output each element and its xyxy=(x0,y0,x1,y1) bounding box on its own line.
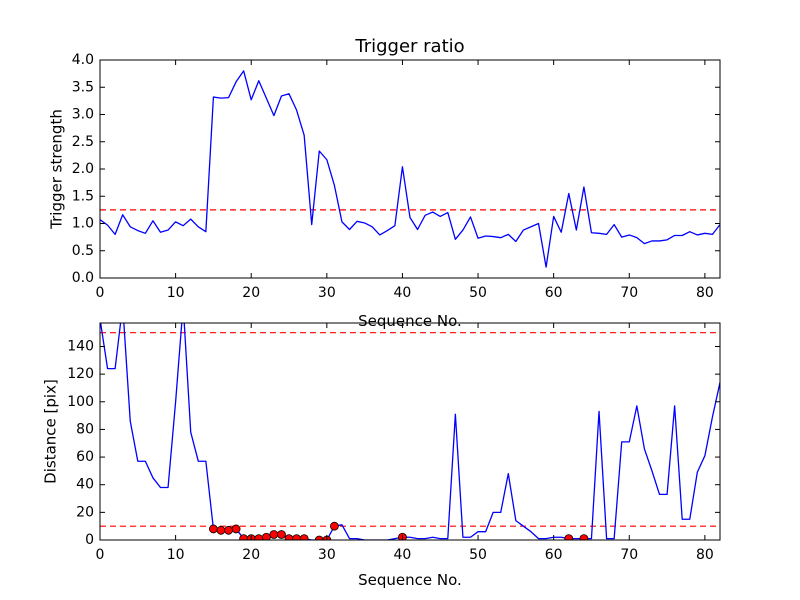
plot-area: 0 10 20 30 40 50 60 70 80 0 20 40 60 80 100 120 140 xyxy=(67,322,721,563)
data-point-marker xyxy=(329,521,339,531)
data-point-marker xyxy=(269,530,279,539)
y-tick-label: 0 xyxy=(85,532,94,548)
x-axis-title: Sequence No. xyxy=(358,312,462,330)
y-tick-label: 2.0 xyxy=(72,161,94,177)
y-tick-label: 40 xyxy=(76,477,94,493)
x-tick-label: 60 xyxy=(545,547,563,563)
data-point-marker xyxy=(314,535,324,540)
x-tick-label: 0 xyxy=(96,285,105,301)
data-point-marker xyxy=(564,534,574,540)
y-tick-label: 120 xyxy=(67,366,94,382)
x-axis-title: Sequence No. xyxy=(358,571,462,589)
data-point-marker xyxy=(261,532,271,540)
y-tick-label: 3.0 xyxy=(72,107,94,123)
y-tick-label: 3.5 xyxy=(72,79,94,95)
y-tick-label: 100 xyxy=(67,394,94,410)
x-tick-label: 10 xyxy=(167,285,185,301)
data-point-marker xyxy=(277,530,286,539)
x-tick-label: 10 xyxy=(167,547,185,563)
data-point-marker xyxy=(224,525,233,535)
data-point-marker xyxy=(231,524,241,534)
data-point-marker xyxy=(579,534,589,540)
data-point-marker xyxy=(209,524,218,534)
data-point-marker xyxy=(216,525,226,535)
y-tick-label: 1.5 xyxy=(72,188,94,204)
x-tick-label: 80 xyxy=(696,285,714,301)
x-tick-label: 70 xyxy=(620,547,638,563)
data-point-marker xyxy=(299,534,309,540)
plot-area: 0 10 20 30 40 50 60 70 80 0.0 0.5 1.0 1.5 2.0 2.5 3.0 3.… xyxy=(72,52,721,301)
y-tick-label: 0.0 xyxy=(72,270,94,286)
x-tick-label: 50 xyxy=(469,285,487,301)
plot-content xyxy=(100,323,720,540)
x-tick-label: 80 xyxy=(696,547,714,563)
trigger-ratio-plot: Trigger ratio Sequence No. Trigger stren… xyxy=(48,36,721,330)
y-tick-label: 0.5 xyxy=(72,243,94,259)
y-tick-label: 60 xyxy=(76,449,94,465)
y-tick-label: 4.0 xyxy=(72,52,94,68)
y-tick-label: 20 xyxy=(76,504,94,520)
x-tick-label: 30 xyxy=(318,285,336,301)
y-tick-label: 140 xyxy=(67,338,94,354)
x-tick-label: 50 xyxy=(469,547,487,563)
series-line xyxy=(100,70,720,268)
x-tick-label: 20 xyxy=(242,547,260,563)
plot-content xyxy=(100,70,720,268)
x-tick-label: 30 xyxy=(318,547,336,563)
x-tick-label: 40 xyxy=(394,547,412,563)
x-tick-label: 40 xyxy=(394,285,412,301)
axes-frame xyxy=(99,322,721,541)
y-axis-title: Distance [pix] xyxy=(42,379,60,484)
y-tick-label: 80 xyxy=(76,421,94,437)
x-tick-label: 20 xyxy=(242,285,260,301)
x-tick-label: 60 xyxy=(545,285,563,301)
series-line xyxy=(100,323,720,540)
chart-title: Trigger ratio xyxy=(354,36,464,57)
y-tick-label: 2.5 xyxy=(72,134,94,150)
y-tick-label: 1.0 xyxy=(72,216,94,232)
y-axis-title: Trigger strength xyxy=(48,109,66,230)
x-tick-label: 70 xyxy=(620,285,638,301)
distance-plot: Sequence No. Distance [pix] 0 10 20 30 40 50 6… xyxy=(42,322,721,589)
x-tick-label: 0 xyxy=(96,547,105,563)
